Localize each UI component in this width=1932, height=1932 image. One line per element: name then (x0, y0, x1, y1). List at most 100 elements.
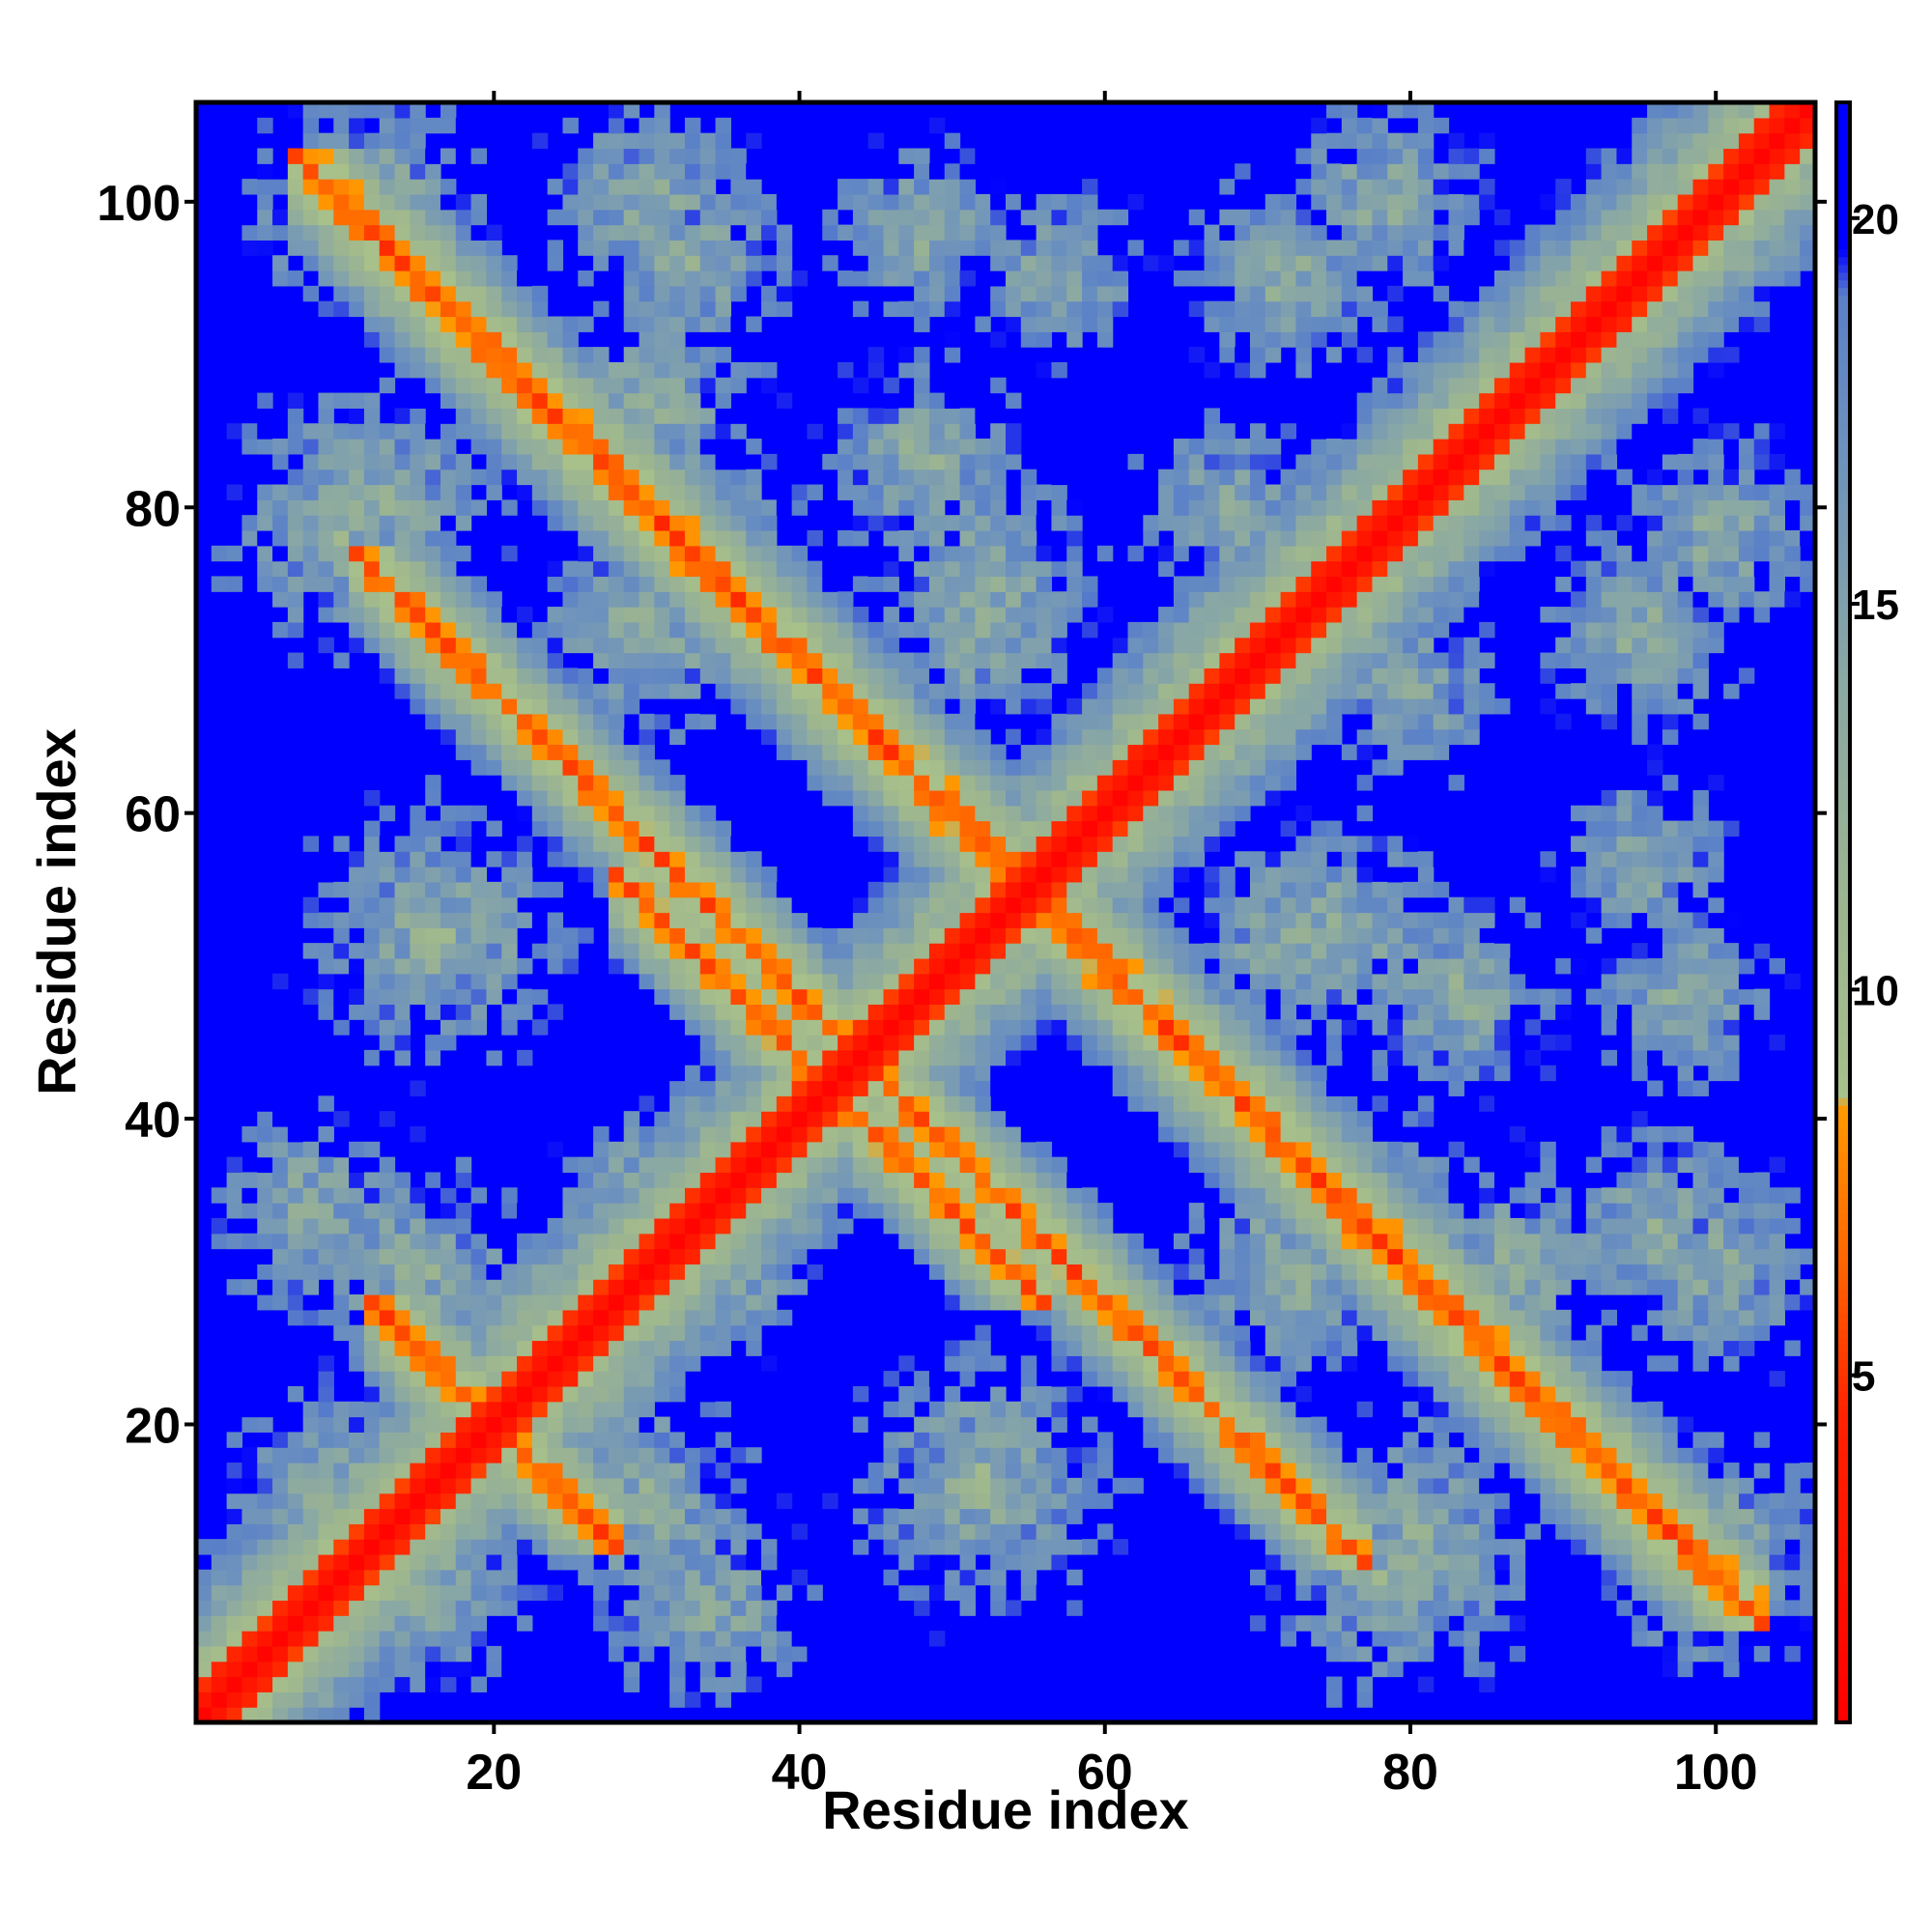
heatmap-cell (547, 515, 564, 531)
heatmap-cell (1264, 484, 1282, 500)
heatmap-cell (379, 1523, 396, 1540)
heatmap-cell (715, 240, 731, 256)
heatmap-cell (363, 988, 381, 1006)
heatmap-cell (654, 683, 670, 699)
heatmap-cell (730, 545, 747, 562)
heatmap-cell (425, 713, 441, 730)
heatmap-cell (226, 545, 243, 562)
heatmap-cell (914, 1248, 930, 1264)
heatmap-cell (1143, 1385, 1159, 1403)
heatmap-cell (425, 1294, 441, 1311)
heatmap-cell (410, 1279, 426, 1295)
heatmap-cell (1235, 927, 1251, 944)
heatmap-cell (852, 408, 869, 424)
heatmap-cell (761, 163, 778, 180)
heatmap-cell (822, 988, 838, 1006)
heatmap-cell (1082, 1492, 1098, 1510)
heatmap-cell (1173, 759, 1190, 776)
heatmap-cell (257, 1539, 273, 1555)
heatmap-cell (517, 347, 533, 363)
heatmap-cell (1173, 698, 1190, 715)
heatmap-cell (410, 836, 426, 852)
heatmap-cell (578, 270, 594, 287)
heatmap-cell (944, 1035, 961, 1051)
heatmap-cell (1264, 1584, 1282, 1602)
heatmap-cell (791, 576, 809, 592)
heatmap-cell (302, 545, 320, 562)
heatmap-cell (517, 179, 533, 195)
heatmap-cell (287, 193, 304, 211)
heatmap-cell (593, 1294, 610, 1311)
heatmap-cell (867, 683, 885, 699)
heatmap-cell (593, 728, 610, 746)
heatmap-cell (715, 973, 731, 990)
heatmap-cell (363, 515, 381, 531)
heatmap-cell (486, 1645, 502, 1662)
heatmap-cell (318, 529, 334, 547)
heatmap-cell (517, 270, 533, 287)
heatmap-cell (562, 408, 579, 424)
heatmap-cell (684, 529, 701, 547)
heatmap-cell (715, 683, 731, 699)
heatmap-cell (669, 224, 686, 241)
heatmap-cell (272, 1125, 289, 1143)
heatmap-cell (1006, 285, 1022, 302)
heatmap-cell (318, 1432, 334, 1448)
heatmap-cell (822, 209, 838, 226)
heatmap-cell (333, 607, 350, 623)
heatmap-cell (1112, 775, 1129, 791)
heatmap-cell (807, 1248, 823, 1264)
heatmap-cell (1051, 789, 1067, 807)
heatmap-cell (455, 576, 472, 592)
heatmap-cell (715, 1111, 731, 1127)
heatmap-cell (944, 1203, 961, 1219)
heatmap-cell (1096, 1340, 1114, 1356)
heatmap-cell (1219, 1294, 1236, 1311)
heatmap-cell (501, 851, 518, 867)
heatmap-cell (776, 728, 793, 746)
heatmap-cell (761, 1080, 778, 1096)
heatmap-cell (746, 1125, 762, 1143)
heatmap-cell (715, 1080, 731, 1096)
heatmap-cell (1173, 805, 1190, 822)
heatmap-cell (562, 1463, 579, 1479)
heatmap-cell (318, 1172, 334, 1188)
heatmap-cell (914, 163, 930, 180)
heatmap-cell (1066, 1187, 1083, 1204)
heatmap-cell (562, 698, 579, 715)
heatmap-cell (470, 1233, 488, 1250)
heatmap-cell (333, 988, 350, 1006)
heatmap-cell (547, 453, 564, 470)
heatmap-cell (410, 1661, 426, 1678)
heatmap-cell (608, 805, 625, 822)
heatmap-cell (608, 545, 625, 562)
heatmap-cell (363, 1600, 381, 1616)
heatmap-cell (684, 851, 701, 867)
heatmap-cell (410, 820, 426, 837)
heatmap-cell (639, 1447, 655, 1463)
heatmap-cell (699, 423, 717, 440)
heatmap-cell (1066, 1309, 1083, 1326)
heatmap-cell (761, 1264, 778, 1280)
heatmap-cell (1204, 683, 1220, 699)
heatmap-cell (730, 1447, 747, 1463)
heatmap-cell (776, 1645, 793, 1662)
heatmap-cell (486, 255, 502, 271)
heatmap-cell (257, 439, 273, 455)
heatmap-cell (486, 1324, 502, 1342)
heatmap-cell (1096, 836, 1114, 852)
heatmap-cell (562, 270, 579, 287)
heatmap-cell (470, 805, 488, 822)
heatmap-cell (531, 1432, 549, 1448)
heatmap-cell (1036, 331, 1053, 348)
heatmap-cell (639, 1309, 655, 1326)
heatmap-cell (272, 1615, 289, 1632)
heatmap-cell (363, 102, 381, 119)
heatmap-cell (470, 1416, 488, 1433)
heatmap-cell (608, 1248, 625, 1264)
heatmap-cell (838, 652, 854, 668)
heatmap-cell (1264, 1294, 1282, 1311)
heatmap-cell (959, 1141, 976, 1158)
heatmap-cell (517, 836, 533, 852)
heatmap-cell (272, 1661, 289, 1678)
